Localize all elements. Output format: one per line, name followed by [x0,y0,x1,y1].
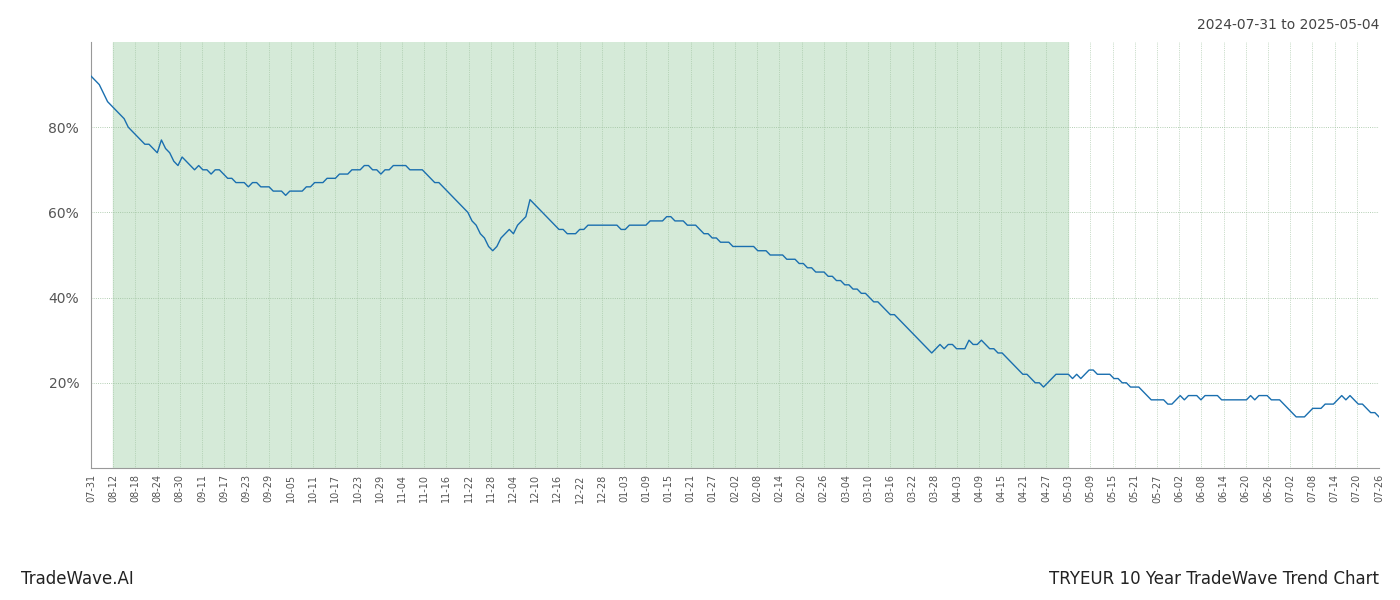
Text: TRYEUR 10 Year TradeWave Trend Chart: TRYEUR 10 Year TradeWave Trend Chart [1049,570,1379,588]
Text: TradeWave.AI: TradeWave.AI [21,570,134,588]
Bar [113,42,1068,468]
Text: 2024-07-31 to 2025-05-04: 2024-07-31 to 2025-05-04 [1197,18,1379,32]
